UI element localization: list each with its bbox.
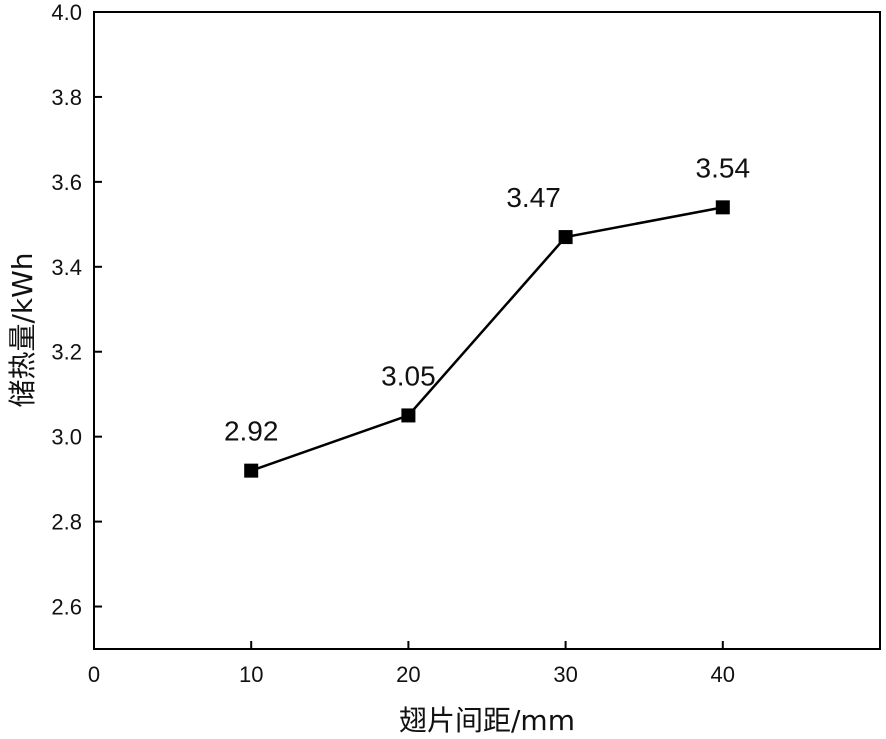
data-label: 2.92 (224, 416, 279, 447)
x-axis: 0 10 20 30 40 (88, 641, 735, 687)
y-tick-label: 3.6 (51, 170, 82, 195)
y-tick-label: 2.6 (51, 595, 82, 620)
x-tick-label: 40 (711, 662, 735, 687)
data-label: 3.47 (506, 182, 561, 213)
plot-frame (93, 11, 881, 650)
data-point (244, 463, 259, 478)
y-axis: 2.6 2.8 3.0 3.2 3.4 3.6 3.8 4.0 (51, 0, 102, 620)
x-tick-label: 0 (88, 662, 100, 687)
data-label-layer: 2.92 3.05 3.47 3.54 (224, 152, 750, 446)
y-tick-label: 4.0 (51, 0, 82, 25)
y-tick-label: 3.8 (51, 85, 82, 110)
x-tick-label: 30 (553, 662, 577, 687)
series-layer (244, 200, 730, 478)
y-tick-label: 3.4 (51, 255, 82, 280)
series-line (250, 206, 724, 472)
data-label: 3.54 (696, 152, 751, 183)
data-label: 3.05 (381, 360, 436, 391)
x-tick-label: 10 (239, 662, 263, 687)
data-point (715, 200, 730, 215)
x-tick-label: 20 (396, 662, 420, 687)
x-axis-title: 翅片间距/mm (399, 704, 575, 737)
data-point (558, 230, 573, 245)
y-tick-label: 2.8 (51, 510, 82, 535)
y-tick-label: 3.0 (51, 425, 82, 450)
y-tick-label: 3.2 (51, 340, 82, 365)
y-axis-title: 储热量/kWh (6, 252, 39, 407)
data-point (401, 408, 416, 423)
